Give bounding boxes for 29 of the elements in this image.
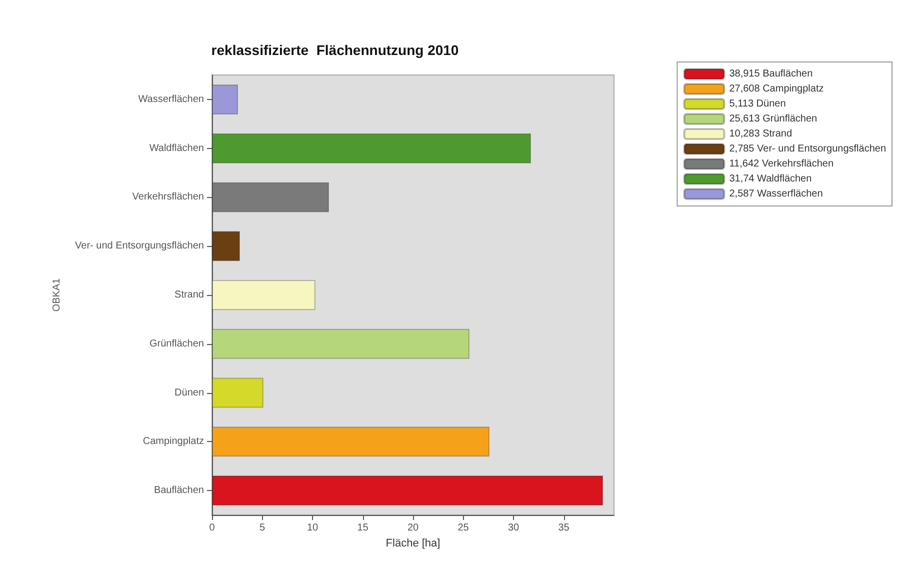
legend-label: 25,613 Grünflächen: [729, 114, 818, 124]
x-tick-label: 10: [306, 522, 318, 534]
legend-label: 11,642 Verkehrsflächen: [729, 158, 834, 170]
y-tick-label: Verkehrsflächen: [132, 192, 204, 203]
x-tick-label: 30: [508, 522, 520, 534]
x-tick-label: 15: [357, 522, 369, 534]
y-tick-label: Campingplatz: [142, 436, 204, 448]
chart-title: reklassifizierte Flächennutzung 2010: [211, 42, 459, 58]
x-tick-label: 35: [558, 522, 570, 534]
y-tick-label: Grünflächen: [150, 338, 204, 350]
y-axis-title: OBKA1: [52, 278, 62, 312]
x-tick-label: 5: [259, 522, 266, 534]
y-tick-label: Strand: [174, 290, 204, 300]
x-tick-label: 20: [407, 522, 419, 534]
legend-label: 10,283 Strand: [729, 128, 792, 140]
legend-label: 27,608 Campingplatz: [729, 84, 824, 94]
x-tick-label: 25: [458, 522, 470, 534]
legend-label: 31,74 Waldflächen: [729, 174, 812, 184]
legend-label: 5,113 Dünen: [729, 98, 786, 110]
y-tick-label: Waldflächen: [149, 142, 204, 154]
y-tick-label: Bauflächen: [154, 485, 204, 496]
x-axis-title: Fläche [ha]: [386, 537, 440, 550]
y-tick-label: Wasserflächen: [138, 94, 204, 105]
legend-label: 2,785 Ver- und Entsorgungsflächen: [729, 144, 886, 154]
y-tick-label: Ver- und Entsorgungsflächen: [75, 240, 204, 252]
y-tick-label: Dünen: [174, 387, 204, 398]
legend-label: 2,587 Wasserflächen: [729, 188, 823, 200]
x-tick-label: 0: [209, 522, 216, 534]
legend-label: 38,915 Bauflächen: [729, 68, 813, 80]
